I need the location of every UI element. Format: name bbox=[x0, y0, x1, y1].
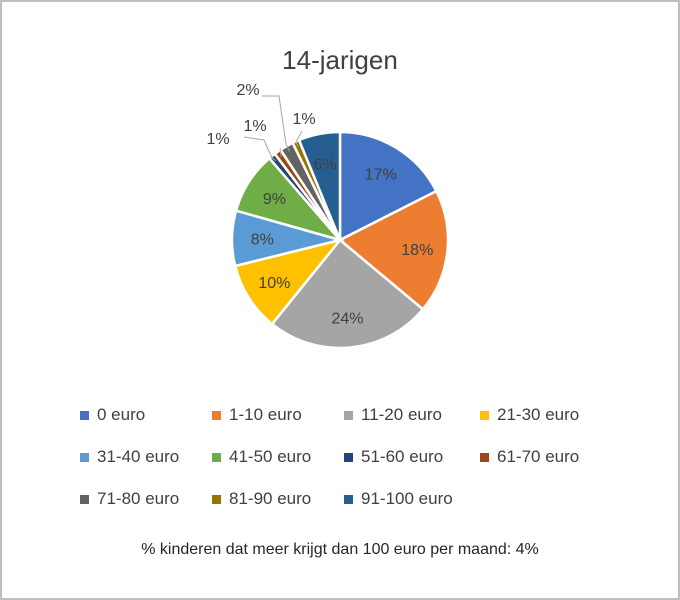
pie-label-0-euro: 17% bbox=[365, 167, 397, 184]
legend-label: 51-60 euro bbox=[361, 447, 444, 466]
pie-label-91-100-euro: 6% bbox=[313, 157, 336, 174]
leader-line-71-80-euro bbox=[262, 95, 290, 152]
leader-line-61-70-euro bbox=[279, 147, 282, 157]
legend-label: 81-90 euro bbox=[229, 489, 312, 508]
pie-slice-11-20-euro bbox=[270, 238, 425, 350]
legend-item-31-40-euro: 31-40 euro bbox=[80, 446, 212, 468]
pie-slice-1-10-euro bbox=[337, 189, 450, 312]
legend-label: 41-50 euro bbox=[229, 447, 312, 466]
legend-swatch bbox=[80, 452, 89, 462]
pie-label-11-20-euro: 24% bbox=[331, 310, 363, 327]
leader-line-51-60-euro bbox=[243, 136, 277, 162]
legend-swatch bbox=[80, 494, 89, 504]
pie-label-1-10-euro: 18% bbox=[401, 242, 433, 259]
chart-legend: 0 euro 1-10 euro 11-20 euro 21-30 euro 31-40… bbox=[80, 404, 640, 510]
pie-label-41-50-euro: 9% bbox=[263, 191, 286, 208]
pie-slice-21-30-euro bbox=[233, 237, 344, 326]
legend-label: 0 euro bbox=[97, 405, 146, 424]
legend-item-0-euro: 0 euro bbox=[80, 404, 212, 426]
legend-item-71-80-euro: 71-80 euro bbox=[80, 488, 212, 510]
legend-item-1-10-euro: 1-10 euro bbox=[212, 404, 344, 426]
legend-label: 1-10 euro bbox=[229, 405, 302, 424]
legend-swatch bbox=[212, 452, 221, 462]
legend-label: 61-70 euro bbox=[497, 447, 580, 466]
pie-label-81-90-euro: 1% bbox=[292, 111, 315, 128]
pie-label-71-80-euro: 2% bbox=[236, 82, 259, 99]
legend-item-11-20-euro: 11-20 euro bbox=[344, 404, 480, 426]
legend-swatch bbox=[80, 410, 89, 420]
legend-item-51-60-euro: 51-60 euro bbox=[344, 446, 480, 468]
pie-label-51-60-euro: 1% bbox=[206, 131, 229, 148]
pie-slice-91-100-euro bbox=[297, 130, 342, 241]
legend-swatch bbox=[480, 452, 489, 462]
pie-label-21-30-euro: 10% bbox=[258, 275, 290, 292]
pie-slice-0-euro bbox=[338, 130, 438, 243]
legend-label: 31-40 euro bbox=[97, 447, 180, 466]
legend-label: 71-80 euro bbox=[97, 489, 180, 508]
legend-label: 21-30 euro bbox=[497, 405, 580, 424]
legend-item-91-100-euro: 91-100 euro bbox=[344, 488, 480, 510]
legend-label: 91-100 euro bbox=[361, 489, 453, 508]
legend-item-81-90-euro: 81-90 euro bbox=[212, 488, 344, 510]
chart-title: 14-jarigen bbox=[282, 45, 398, 75]
chart-footnote: % kinderen dat meer krijgt dan 100 euro … bbox=[141, 541, 539, 558]
legend-swatch bbox=[344, 452, 353, 462]
leader-line-81-90-euro bbox=[295, 130, 303, 148]
legend-swatch bbox=[344, 494, 353, 504]
legend-item-21-30-euro: 21-30 euro bbox=[480, 404, 620, 426]
legend-swatch bbox=[344, 410, 353, 420]
pie-label-31-40-euro: 8% bbox=[251, 232, 274, 249]
pie-label-61-70-euro: 1% bbox=[243, 118, 266, 135]
legend-swatch bbox=[480, 410, 489, 420]
legend-swatch bbox=[212, 410, 221, 420]
legend-swatch bbox=[212, 494, 221, 504]
legend-label: 11-20 euro bbox=[361, 405, 442, 424]
legend-item-41-50-euro: 41-50 euro bbox=[212, 446, 344, 468]
legend-item-61-70-euro: 61-70 euro bbox=[480, 446, 620, 468]
